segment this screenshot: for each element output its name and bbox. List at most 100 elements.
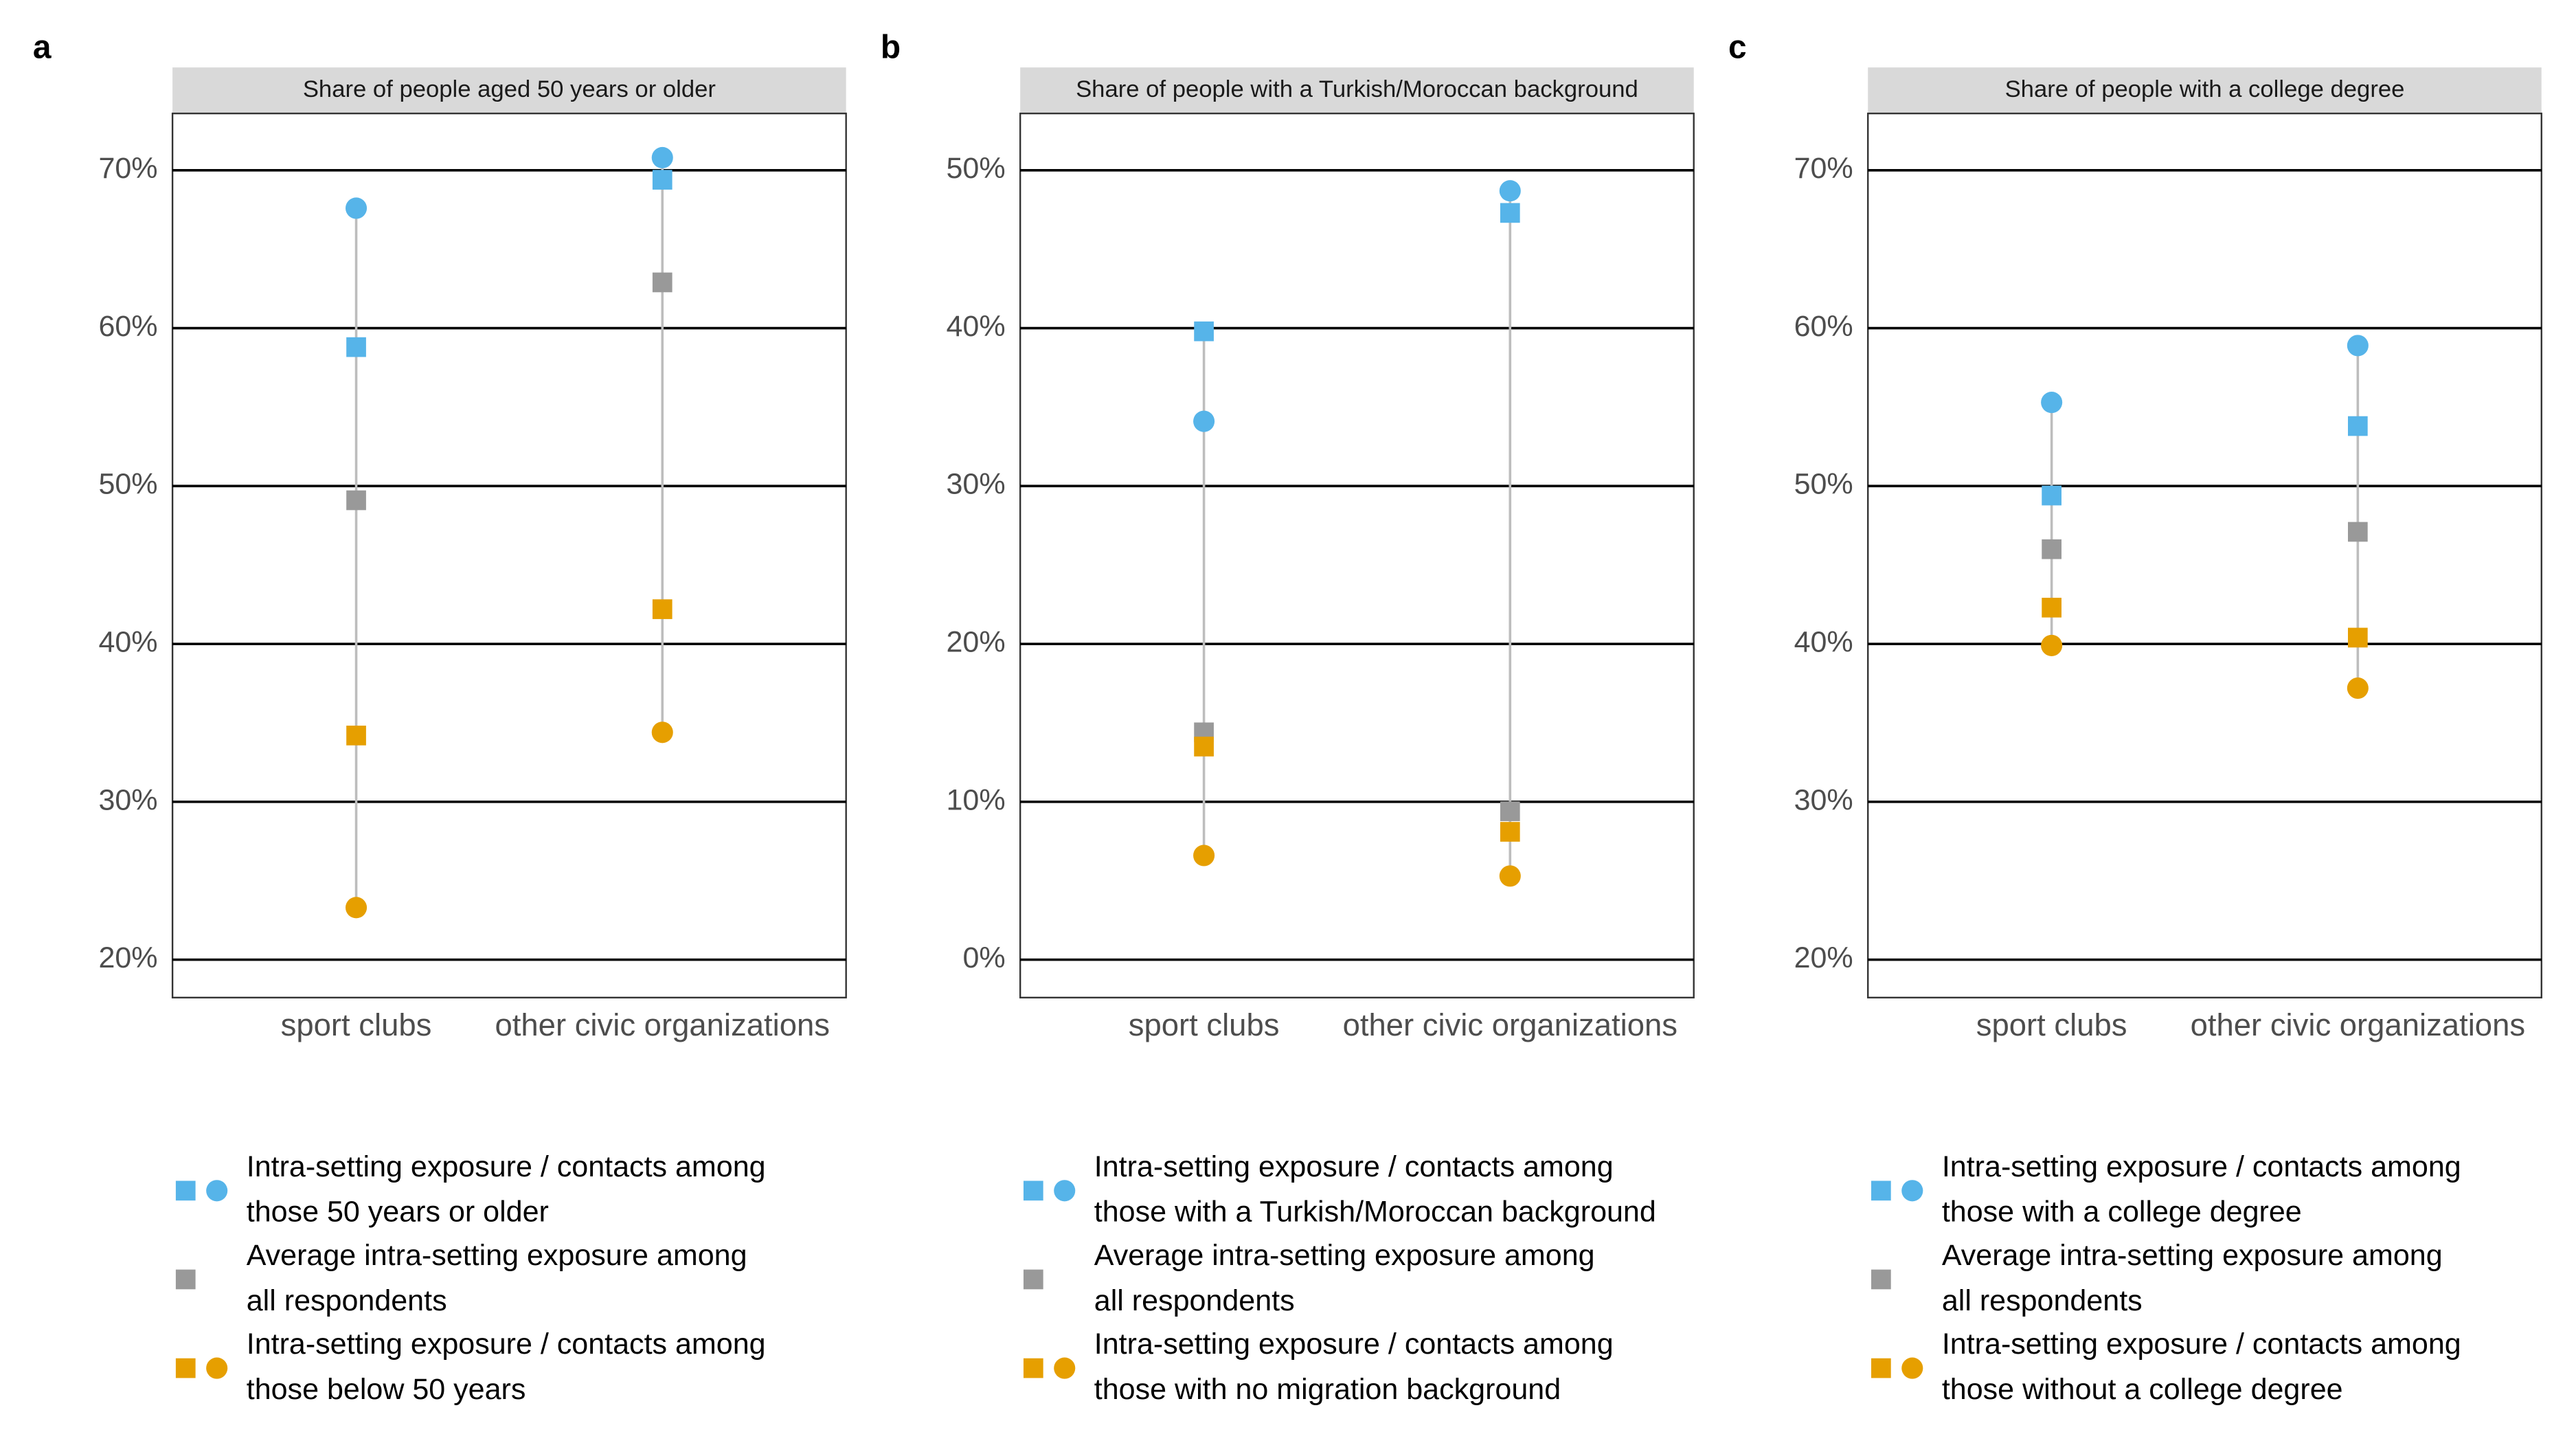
point [1500, 822, 1520, 842]
x-tick-label: sport clubs [1129, 1007, 1280, 1042]
legend-text: those with a Turkish/Moroccan background [1094, 1196, 1656, 1229]
point [2042, 485, 2062, 506]
panel-label: c [1728, 29, 1747, 65]
y-tick-label: 70% [1794, 152, 1853, 185]
point [345, 197, 368, 219]
point [2041, 634, 2063, 656]
legend-text: Intra-setting exposure / contacts among [1094, 1150, 1614, 1183]
plot-border [1019, 112, 1695, 998]
y-tick-label: 20% [1794, 941, 1853, 974]
point [346, 726, 366, 746]
point [2348, 416, 2368, 436]
strip [1020, 67, 1694, 114]
legend-text: Intra-setting exposure / contacts among [1942, 1328, 2461, 1361]
point [2348, 627, 2368, 648]
point [2042, 597, 2062, 618]
legend-text: Intra-setting exposure / contacts among [247, 1150, 766, 1183]
legend-key [1023, 1269, 1043, 1290]
point [346, 490, 366, 511]
point [652, 599, 673, 619]
point [651, 722, 673, 743]
legend-key [206, 1357, 228, 1379]
panel-title: Share of people with a college degree [2005, 76, 2405, 102]
point [2042, 539, 2062, 559]
point [1499, 865, 1521, 887]
point [2041, 392, 2063, 414]
legend-text: those without a college degree [1942, 1373, 2343, 1406]
y-tick-label: 60% [98, 310, 157, 343]
legend-key [206, 1180, 228, 1202]
strip [172, 67, 846, 114]
legend-text: Average intra-setting exposure among [1094, 1239, 1595, 1272]
point [1193, 410, 1215, 432]
y-tick-label: 30% [1794, 783, 1853, 816]
legend-key [1023, 1181, 1043, 1201]
legend-key [1871, 1358, 1891, 1378]
y-tick-label: 20% [98, 941, 157, 974]
point [1193, 844, 1215, 866]
legend-text: Intra-setting exposure / contacts among [1942, 1150, 2461, 1183]
legend-text: Average intra-setting exposure among [247, 1239, 747, 1272]
y-tick-label: 20% [947, 625, 1006, 658]
strip [1868, 67, 2542, 114]
x-tick-label: sport clubs [281, 1007, 432, 1042]
point [652, 170, 673, 190]
point [2347, 677, 2369, 699]
legend-text: Average intra-setting exposure among [1942, 1239, 2443, 1272]
point [1499, 180, 1521, 202]
y-tick-label: 50% [98, 468, 157, 501]
panel-label: a [33, 29, 52, 65]
legend-key [1871, 1181, 1891, 1201]
y-tick-label: 30% [947, 468, 1006, 501]
legend-text: those 50 years or older [247, 1196, 549, 1229]
legend-text: those with no migration background [1094, 1373, 1561, 1406]
point [346, 337, 366, 357]
legend-text: all respondents [247, 1284, 447, 1317]
x-tick-label: other civic organizations [2191, 1007, 2525, 1042]
legend-key [175, 1181, 196, 1201]
point [1500, 203, 1520, 223]
legend-key [1901, 1357, 1923, 1379]
legend-key [1054, 1357, 1076, 1379]
point [1194, 321, 1214, 342]
y-tick-label: 0% [962, 941, 1005, 974]
x-tick-label: other civic organizations [495, 1007, 830, 1042]
point [1194, 737, 1214, 757]
panel-title: Share of people aged 50 years or older [303, 76, 716, 102]
legend-key [1871, 1269, 1891, 1290]
x-tick-label: other civic organizations [1343, 1007, 1677, 1042]
legend-text: all respondents [1942, 1284, 2143, 1317]
point [651, 146, 673, 168]
legend-text: those below 50 years [247, 1373, 526, 1406]
y-tick-label: 30% [98, 783, 157, 816]
legend-text: those with a college degree [1942, 1196, 2302, 1229]
plot-border [171, 112, 847, 998]
legend-text: all respondents [1094, 1284, 1295, 1317]
legend-key [175, 1269, 196, 1290]
point [1500, 801, 1520, 822]
y-tick-label: 50% [947, 152, 1006, 185]
plot-border [1867, 112, 2542, 998]
y-tick-label: 70% [98, 152, 157, 185]
y-tick-label: 50% [1794, 468, 1853, 501]
legend-key [1023, 1358, 1043, 1378]
legend-text: Intra-setting exposure / contacts among [247, 1328, 766, 1361]
legend-key [1054, 1180, 1076, 1202]
y-tick-label: 60% [1794, 310, 1853, 343]
x-tick-label: sport clubs [1976, 1007, 2127, 1042]
y-tick-label: 40% [98, 625, 157, 658]
point [2348, 522, 2368, 542]
y-tick-label: 10% [947, 783, 1006, 816]
point [345, 897, 368, 919]
point [652, 272, 673, 293]
y-tick-label: 40% [947, 310, 1006, 343]
panel-label: b [881, 29, 901, 65]
legend-key [175, 1358, 196, 1378]
point [2347, 335, 2369, 357]
y-tick-label: 40% [1794, 625, 1853, 658]
legend-text: Intra-setting exposure / contacts among [1094, 1328, 1614, 1361]
panel-title: Share of people with a Turkish/Moroccan … [1076, 76, 1638, 102]
legend-key [1901, 1180, 1923, 1202]
